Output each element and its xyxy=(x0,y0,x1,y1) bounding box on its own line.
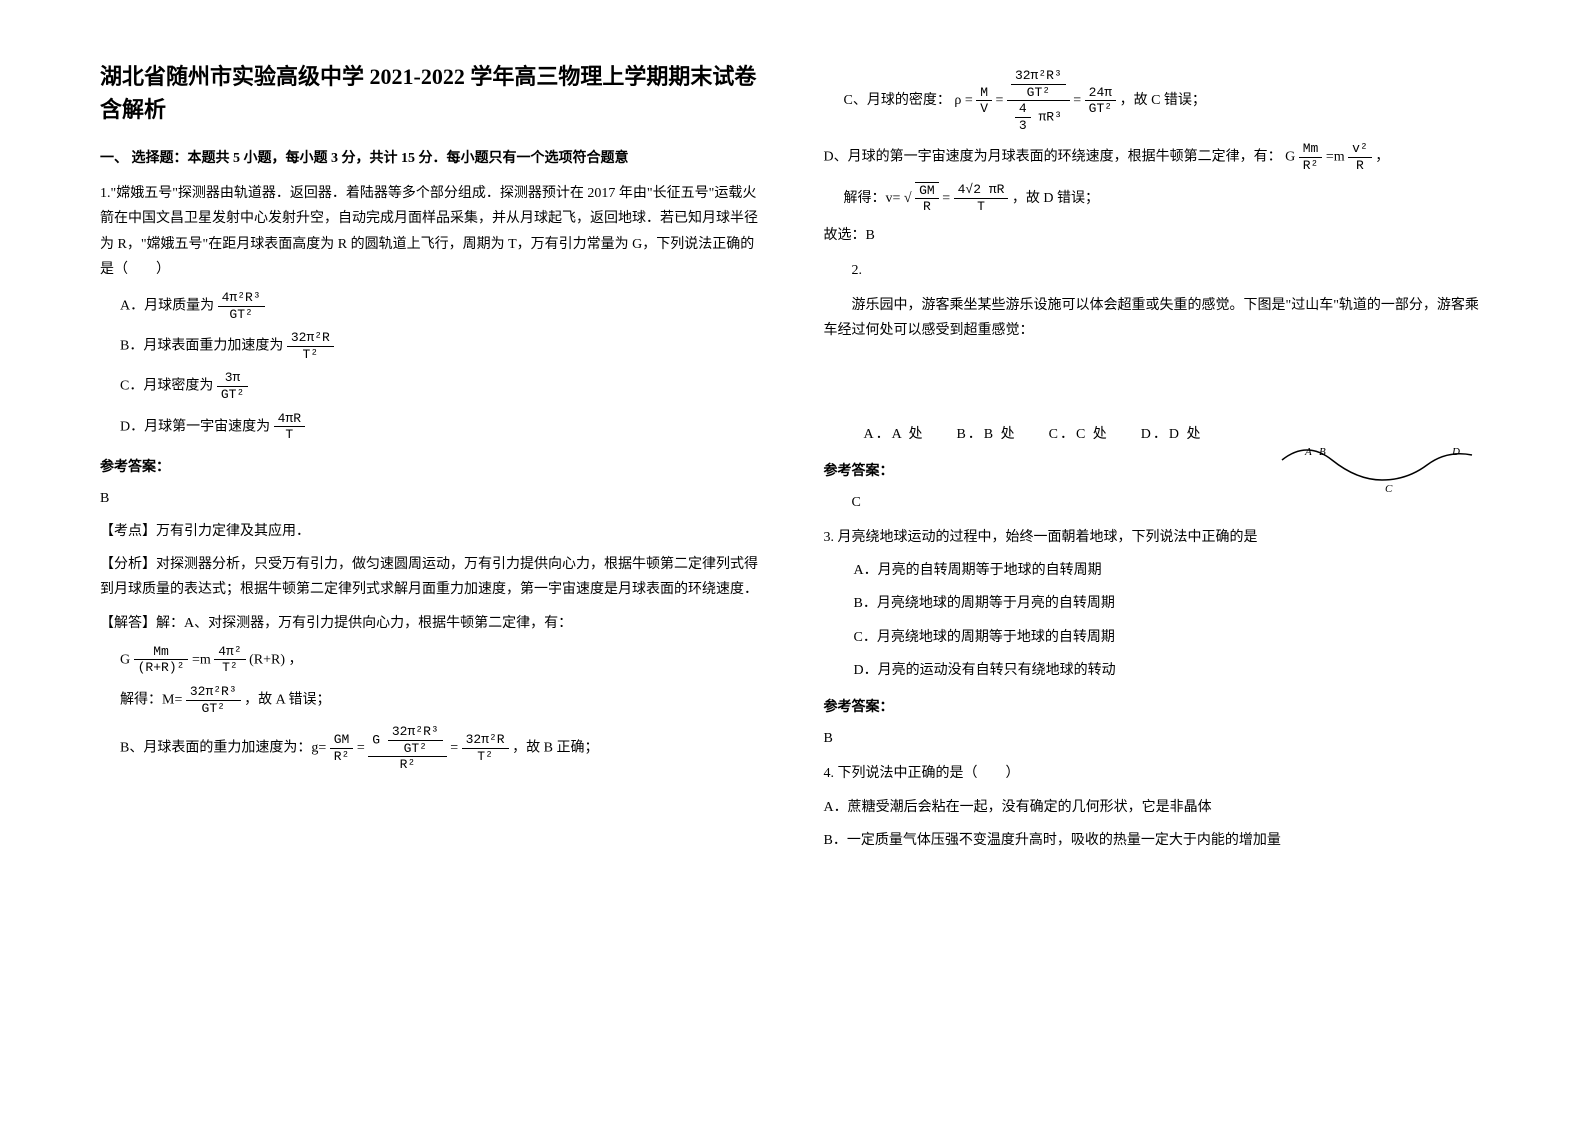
label-a: A xyxy=(1304,446,1312,458)
q2-number: 2. xyxy=(824,258,1488,283)
q2-options: A．A 处 B．B 处 C．C 处 D．D 处 xyxy=(864,422,1488,447)
q4-opt-a: A．蔗糖受潮后会粘在一起，没有确定的几何形状，它是非晶体 xyxy=(824,795,1488,820)
opt-d-frac: 4πR T xyxy=(274,411,305,443)
spacer xyxy=(824,352,1488,412)
q1-solve-a: 解得：M= 32π²R³ GT² ，故 A 错误； xyxy=(120,684,764,716)
q1-kaodian: 【考点】万有引力定律及其应用． xyxy=(100,519,764,544)
opt-b-label: B．月球表面重力加速度为 xyxy=(120,338,283,353)
left-column: 湖北省随州市实验高级中学 2021-2022 学年高三物理上学期期末试卷含解析 … xyxy=(100,60,764,1062)
q1-option-d: D．月球第一宇宙速度为 4πR T xyxy=(120,411,764,443)
rollercoaster-diagram: A B C D xyxy=(1277,445,1477,495)
q3-opt-c: C．月亮绕地球的周期等于地球的自转周期 xyxy=(854,625,1488,650)
answer-label-1: 参考答案： xyxy=(100,455,764,480)
label-b: B xyxy=(1319,446,1326,458)
opt-a-label: A．月球质量为 xyxy=(120,298,214,313)
q1-jieda-intro: 【解答】解：A、对探测器，万有引力提供向心力，根据牛顿第二定律，有： xyxy=(100,611,764,636)
q3-answer: B xyxy=(824,726,1488,751)
q4-opt-b: B．一定质量气体压强不变温度升高时，吸收的热量一定大于内能的增加量 xyxy=(824,828,1488,853)
q3-stem: 3. 月亮绕地球运动的过程中，始终一面朝着地球，下列说法中正确的是 xyxy=(824,525,1488,550)
opt-c-frac: 3π GT² xyxy=(217,370,248,402)
q1-solve-d-intro: D、月球的第一宇宙速度为月球表面的环绕速度，根据牛顿第二定律，有： G Mm R… xyxy=(824,141,1488,173)
right-column: C、月球的密度： ρ = M V = 32π²R³ GT² 4 3 πR³ = xyxy=(824,60,1488,1062)
q1-fenxi: 【分析】对探测器分析，只受万有引力，做匀速圆周运动，万有引力提供向心力，根据牛顿… xyxy=(100,552,764,602)
label-d: D xyxy=(1451,446,1460,458)
opt-b-frac: 32π²R T² xyxy=(287,330,334,362)
opt-d-label: D．月球第一宇宙速度为 xyxy=(120,419,270,434)
q2-stem: 游乐园中，游客乘坐某些游乐设施可以体会超重或失重的感觉。下图是"过山车"轨道的一… xyxy=(824,293,1488,343)
opt-a-frac: 4π²R³ GT² xyxy=(218,290,265,322)
q1-stem: 1."嫦娥五号"探测器由轨道器．返回器．着陆器等多个部分组成．探测器预计在 20… xyxy=(100,181,764,282)
q3-opt-a: A．月亮的自转周期等于地球的自转周期 xyxy=(854,558,1488,583)
label-c: C xyxy=(1385,483,1393,495)
section-1-header: 一、 选择题：本题共 5 小题，每小题 3 分，共计 15 分．每小题只有一个选… xyxy=(100,146,764,171)
q1-option-a: A．月球质量为 4π²R³ GT² xyxy=(120,290,764,322)
q3-opt-b: B．月亮绕地球的周期等于月亮的自转周期 xyxy=(854,591,1488,616)
opt-c-label: C．月球密度为 xyxy=(120,379,213,394)
q1-final: 故选：B xyxy=(824,223,1488,248)
q4-stem: 4. 下列说法中正确的是（ ） xyxy=(824,761,1488,786)
q1-solve-d: 解得：v= √ GM R = 4√2 πR T ，故 D 错误； xyxy=(844,182,1488,215)
answer-label-3: 参考答案： xyxy=(824,695,1488,720)
q1-solve-b: B、月球表面的重力加速度为：g= GM R² = G 32π²R³ GT² R²… xyxy=(120,724,764,773)
q3-opt-d: D．月亮的运动没有自转只有绕地球的转动 xyxy=(854,658,1488,683)
exam-title: 湖北省随州市实验高级中学 2021-2022 学年高三物理上学期期末试卷含解析 xyxy=(100,60,764,126)
q1-option-b: B．月球表面重力加速度为 32π²R T² xyxy=(120,330,764,362)
q1-answer: B xyxy=(100,486,764,511)
q1-formula-newton: G Mm (R+R)² =m 4π² T² (R+R) ， xyxy=(120,644,764,676)
q1-option-c: C．月球密度为 3π GT² xyxy=(120,370,764,402)
q1-solve-c: C、月球的密度： ρ = M V = 32π²R³ GT² 4 3 πR³ = xyxy=(844,68,1488,133)
